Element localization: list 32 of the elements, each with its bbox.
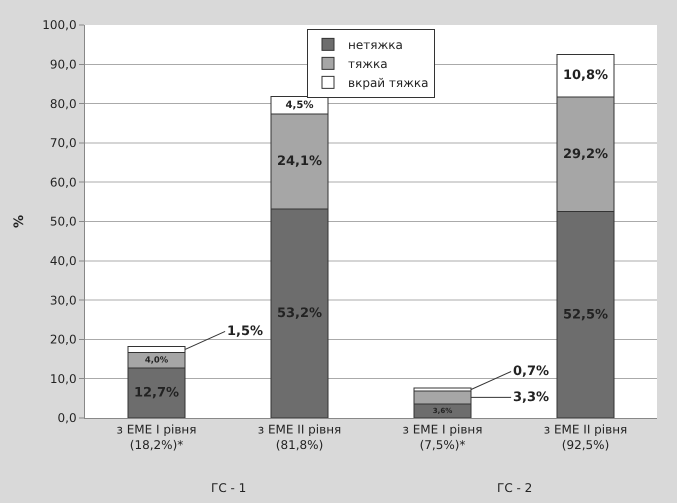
y-tick-label: 50,0 xyxy=(50,214,77,229)
y-tick-label: 20,0 xyxy=(50,332,77,347)
data-label: 52,5% xyxy=(562,307,608,322)
legend-label: нетяжка xyxy=(348,38,403,52)
y-tick-label: 30,0 xyxy=(50,293,77,308)
data-label: 4,5% xyxy=(285,100,314,112)
data-label: 4,0% xyxy=(144,354,169,364)
x-tick-label: з ЕМЕ ІІ рівня (81,8%) xyxy=(258,422,342,452)
y-tick-label: 100,0 xyxy=(42,18,77,32)
data-label: 29,2% xyxy=(562,146,608,162)
y-tick-label: 90,0 xyxy=(50,58,77,72)
data-label: 12,7% xyxy=(134,386,180,401)
x-tick-label: з ЕМЕ І рівня (7,5%)* xyxy=(402,422,482,452)
data-label: 0,7% xyxy=(513,364,550,379)
data-label: 3,3% xyxy=(513,390,550,405)
data-label: 1,5% xyxy=(227,324,264,339)
y-axis-title: % xyxy=(12,214,28,228)
data-label: 24,1% xyxy=(276,154,322,170)
data-label: 10,8% xyxy=(562,68,608,84)
text: ГС - 2 xyxy=(497,481,532,495)
legend-label: вкрай тяжка xyxy=(348,76,429,90)
y-tick-label: 70,0 xyxy=(50,136,77,150)
y-tick-label: 0,0 xyxy=(58,411,77,426)
y-tick-label: 80,0 xyxy=(50,96,77,111)
data-label: 53,2% xyxy=(276,306,322,321)
x-tick-label: з ЕМЕ І рівня (18,2%)* xyxy=(116,422,196,452)
y-tick-label: 40,0 xyxy=(50,254,77,268)
text: ГС - 1 xyxy=(211,481,246,495)
legend-label: тяжка xyxy=(348,57,388,72)
x-tick-label: з ЕМЕ ІІ рівня (92,5%) xyxy=(544,422,628,452)
y-tick-label: 60,0 xyxy=(50,175,77,190)
y-tick-label: 10,0 xyxy=(50,372,77,386)
